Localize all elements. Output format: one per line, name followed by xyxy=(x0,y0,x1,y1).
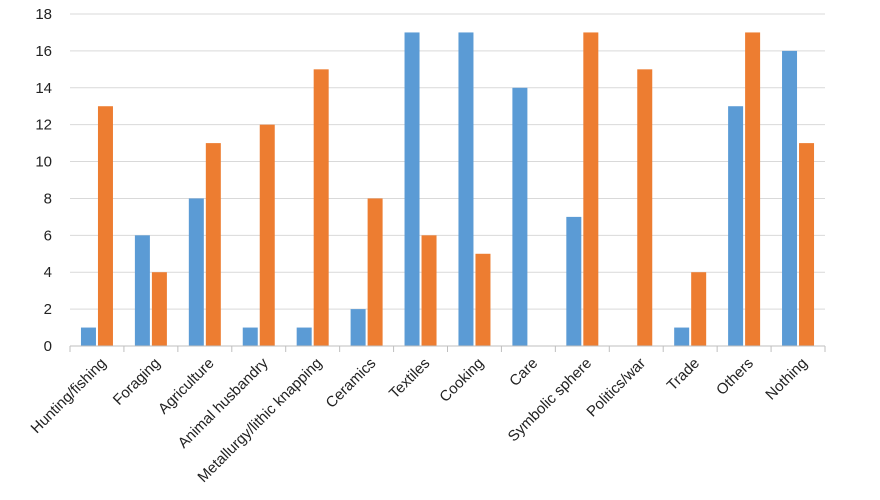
bar-series-1-13 xyxy=(728,106,744,346)
bars xyxy=(80,32,815,347)
x-category-label: Animal husbandry xyxy=(175,354,272,451)
x-category-label: Others xyxy=(713,355,757,399)
y-tick-label: 2 xyxy=(44,301,52,318)
bar-series-1-5 xyxy=(296,327,312,346)
bar-series-2-1 xyxy=(97,106,113,346)
axes xyxy=(69,345,826,352)
y-tick-label: 0 xyxy=(44,338,52,355)
y-tick-label: 16 xyxy=(35,43,52,60)
bar-series-1-10 xyxy=(566,216,582,346)
bar-series-2-3 xyxy=(205,143,221,346)
x-category-label: Foraging xyxy=(110,355,164,409)
y-tick-label: 10 xyxy=(35,154,52,171)
x-category-label: Textiles xyxy=(386,355,433,402)
bar-series-1-9 xyxy=(512,87,528,347)
bar-series-2-4 xyxy=(259,124,275,347)
bar-series-2-6 xyxy=(367,198,383,346)
bar-series-2-14 xyxy=(799,143,815,346)
x-category-label: Care xyxy=(506,355,541,390)
bar-series-1-8 xyxy=(458,32,474,346)
x-category-label: Hunting/fishing xyxy=(28,355,110,437)
x-category-label: Politics/war xyxy=(583,355,649,421)
bar-series-1-1 xyxy=(80,327,96,346)
bar-series-1-2 xyxy=(134,235,150,346)
bar-series-2-5 xyxy=(313,69,329,346)
y-tick-label: 6 xyxy=(44,227,52,244)
bar-series-1-3 xyxy=(188,198,204,346)
bar-series-2-10 xyxy=(583,32,599,346)
bar-series-2-11 xyxy=(637,69,653,346)
y-tick-label: 4 xyxy=(44,264,52,281)
x-category-label: Trade xyxy=(664,355,703,394)
bar-series-1-6 xyxy=(350,309,366,346)
y-tick-label: 14 xyxy=(35,80,52,97)
grid xyxy=(70,13,825,310)
bar-series-1-14 xyxy=(782,50,798,347)
bar-series-2-8 xyxy=(475,253,491,346)
bar-series-2-2 xyxy=(151,272,167,346)
bar-series-2-12 xyxy=(691,272,707,346)
x-category-label: Ceramics xyxy=(323,355,380,412)
x-category-label: Nothing xyxy=(762,355,811,404)
y-tick-label: 18 xyxy=(35,6,52,23)
bar-series-2-13 xyxy=(745,32,761,346)
bar-series-1-4 xyxy=(242,327,258,346)
y-tick-label: 8 xyxy=(44,190,52,207)
y-tick-label: 12 xyxy=(35,117,52,134)
bar-series-1-7 xyxy=(404,32,420,346)
bar-series-1-12 xyxy=(674,327,690,346)
bar-series-2-7 xyxy=(421,235,437,346)
x-category-label: Cooking xyxy=(436,355,487,406)
